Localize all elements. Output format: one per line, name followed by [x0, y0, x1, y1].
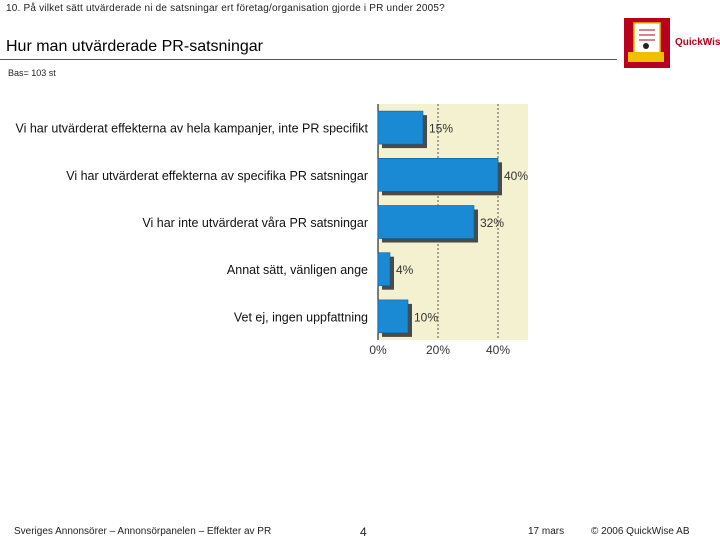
bar	[377, 110, 424, 145]
base-note: Bas= 103 st	[8, 68, 56, 78]
logo: QuickWise	[624, 18, 720, 68]
bar-chart: 0% 20% 40% Vi har utvärderat effekterna av …	[15, 104, 528, 357]
data-label: 4%	[396, 263, 414, 277]
footer-source: Sveriges Annonsörer – Annonsörpanelen – …	[14, 526, 272, 537]
x-tick-label: 20%	[426, 343, 450, 357]
data-label: 32%	[480, 216, 504, 230]
data-label: 15%	[429, 122, 453, 136]
bar	[377, 157, 499, 192]
footer-copyright: © 2006 QuickWise AB	[591, 526, 690, 537]
logo-text: QuickWise	[675, 37, 720, 48]
category-label: Vet ej, ingen uppfattning	[234, 310, 368, 324]
x-tick-label: 0%	[369, 343, 387, 357]
data-label: 40%	[504, 169, 528, 183]
question-text: 10. På vilket sätt utvärderade ni de sat…	[6, 3, 445, 14]
page-title: Hur man utvärderade PR-satsningar	[6, 38, 264, 55]
category-label: Vi har utvärderat effekterna av specifik…	[66, 169, 368, 183]
category-label: Vi har utvärderat effekterna av hela kam…	[15, 122, 368, 136]
category-label: Vi har inte utvärderat våra PR satsninga…	[142, 216, 368, 230]
footer-page-number: 4	[360, 525, 367, 539]
logo-mark	[624, 18, 670, 68]
title-divider	[0, 59, 617, 60]
bar	[377, 252, 391, 286]
footer-date: 17 mars	[528, 526, 565, 537]
bar	[377, 205, 475, 239]
x-tick-label: 40%	[486, 343, 510, 357]
category-label: Annat sätt, vänligen ange	[227, 263, 368, 277]
data-label: 10%	[414, 310, 438, 324]
bar	[377, 299, 409, 334]
